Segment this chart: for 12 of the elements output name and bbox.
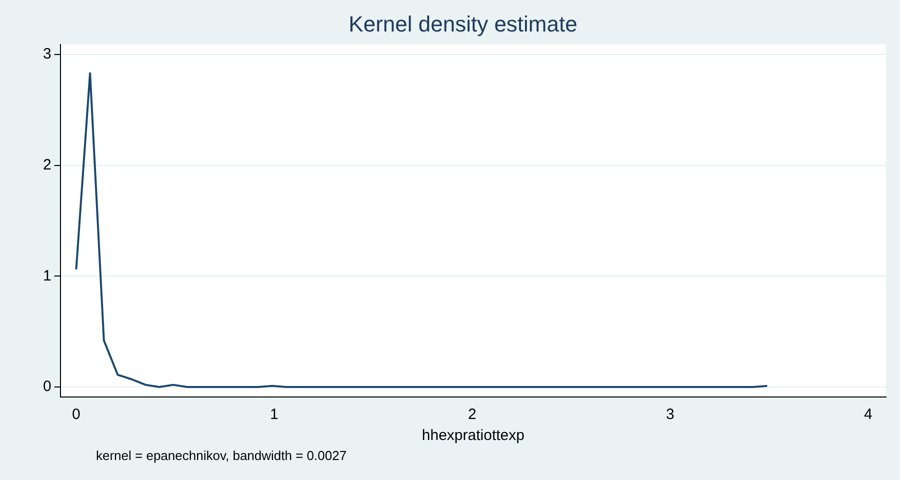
x-tick-label: 1 — [270, 406, 278, 424]
x-tick-label: 3 — [666, 406, 674, 424]
y-tick-label: 2 — [43, 156, 52, 174]
y-tick-label: 0 — [43, 378, 52, 396]
x-tick-label: 2 — [468, 406, 476, 424]
x-tick-label: 4 — [864, 406, 872, 424]
chart-title: Kernel density estimate — [348, 11, 578, 36]
x-axis-title: hhexpratiottexp — [422, 427, 524, 444]
y-tick-label: 3 — [43, 46, 52, 63]
x-tick-label: 0 — [72, 406, 80, 424]
y-tick-label: 1 — [43, 267, 52, 284]
text: kernel = epanechnikov, bandwidth = 0.0027 — [96, 448, 347, 463]
